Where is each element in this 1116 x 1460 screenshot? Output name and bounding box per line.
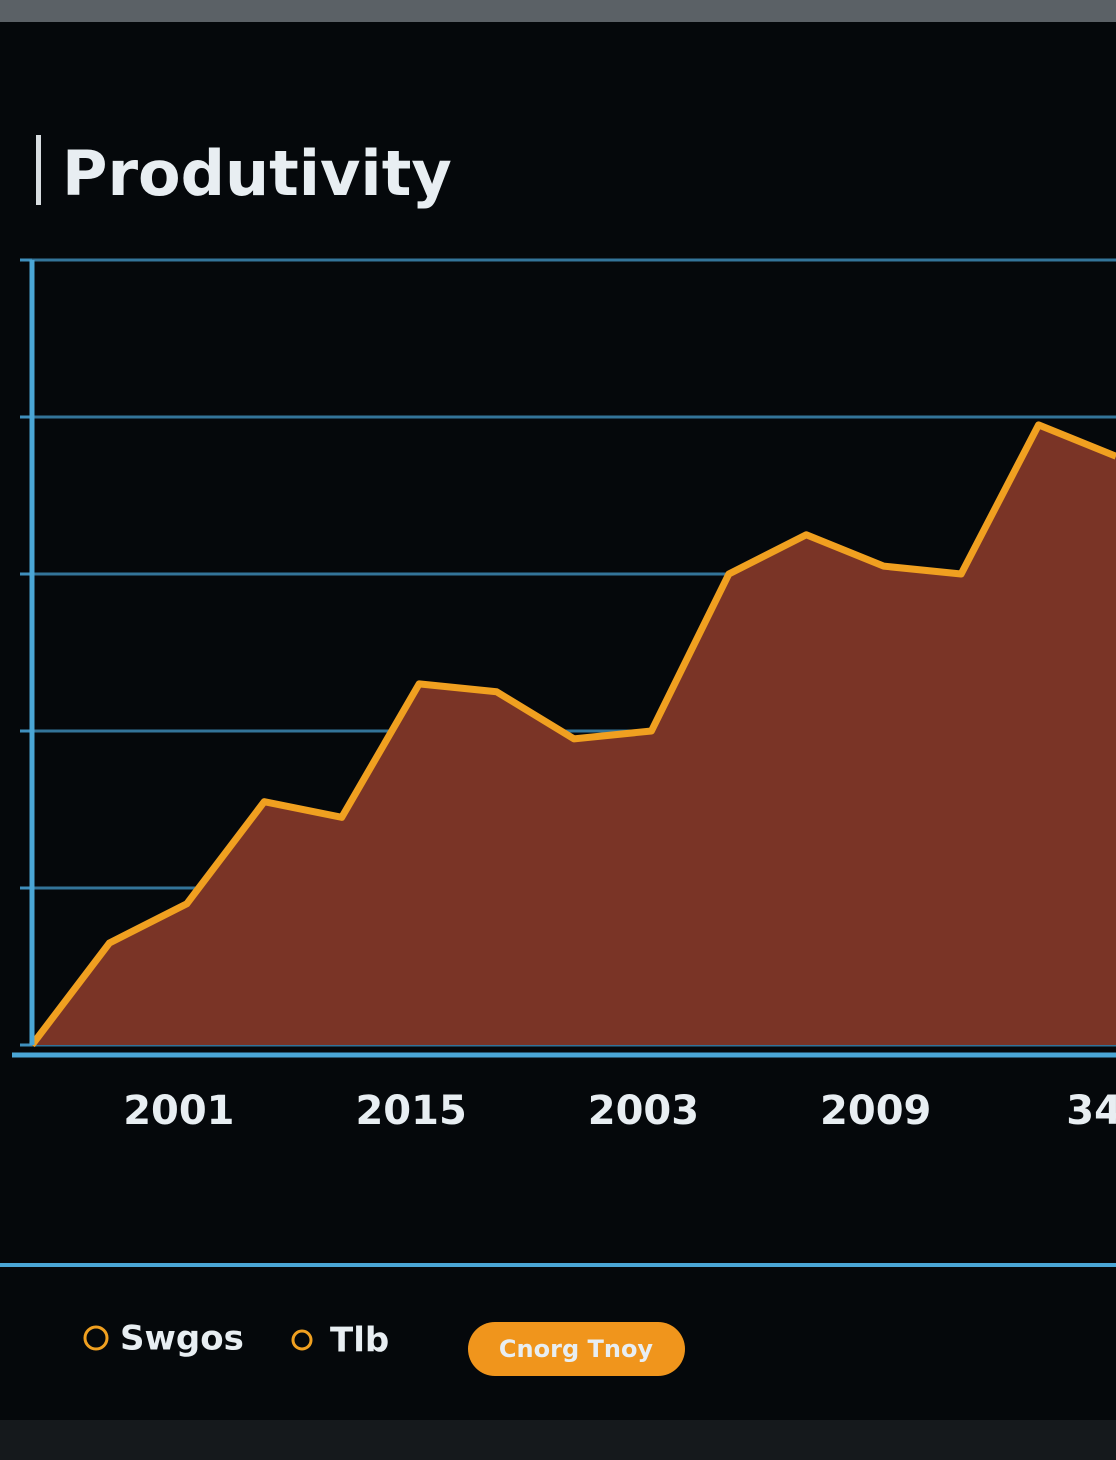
x-tick-label: 2003 [588, 1088, 699, 1134]
line [29, 421, 1116, 1048]
chart-title: Produtivity [62, 137, 452, 210]
x-tick-label: 2001 [123, 1088, 234, 1134]
area [32, 424, 1116, 1046]
plot: 2001 2015 2003 2009 345 [12, 258, 1116, 1134]
x-tick-label: 2015 [355, 1088, 466, 1134]
title-bar [36, 135, 41, 205]
legend-icon [83, 1325, 109, 1351]
legend-icon [291, 1329, 313, 1351]
button-label[interactable]: Cnorg Tnoy [499, 1335, 654, 1363]
x-tick-label: 2009 [820, 1088, 931, 1134]
footer-item[interactable]: Swgos [120, 1319, 244, 1359]
x-tick-label: 345 [1066, 1088, 1116, 1134]
bezel [0, 0, 1116, 22]
bezel [0, 1420, 1116, 1460]
button[interactable] [468, 1322, 685, 1376]
footer-item[interactable]: Tlb [330, 1321, 389, 1361]
